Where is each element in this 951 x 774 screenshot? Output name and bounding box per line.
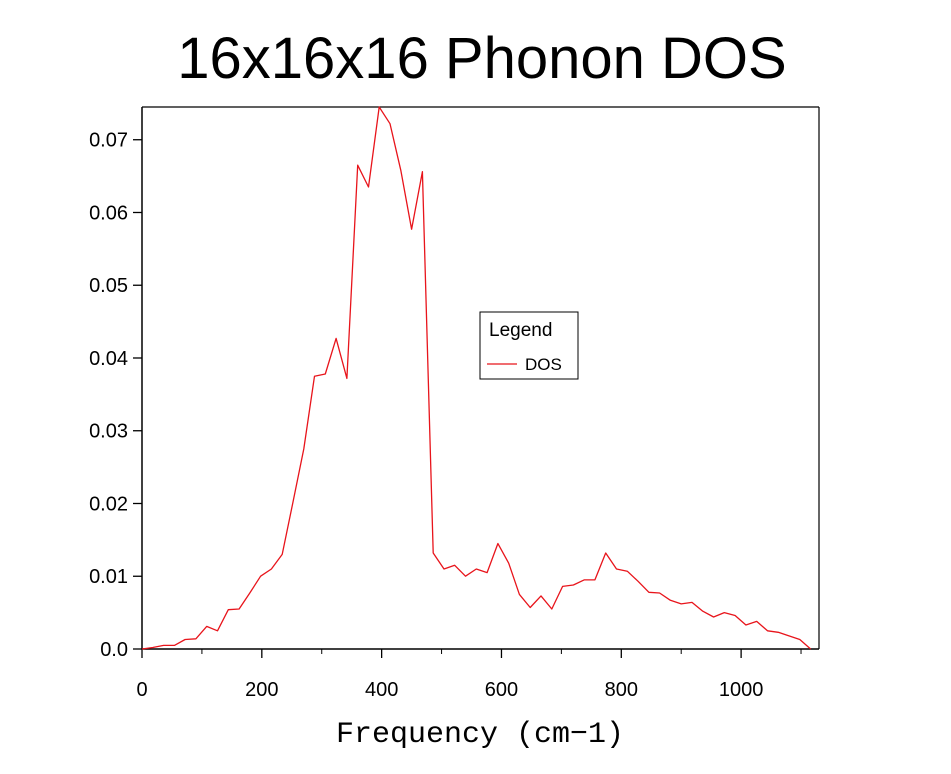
y-axis-ticks: 0.0 0.01 0.02 0.03 0.04 0.05 0.06 0.07 bbox=[89, 130, 142, 661]
y-tick-label: 0.02 bbox=[89, 493, 128, 515]
series-line-dos bbox=[141, 106, 812, 650]
legend: Legend DOS bbox=[479, 311, 579, 380]
y-tick-label: 0.05 bbox=[89, 275, 128, 297]
x-tick-label: 200 bbox=[245, 679, 278, 701]
y-tick-label: 0.01 bbox=[89, 566, 128, 588]
legend-label-dos: DOS bbox=[525, 355, 562, 374]
plot-frame bbox=[141, 106, 820, 650]
x-axis-label: Frequency (cm−1) bbox=[336, 718, 624, 752]
y-tick-label: 0.06 bbox=[89, 202, 128, 224]
x-tick-label: 0 bbox=[136, 679, 147, 701]
x-tick-label: 1000 bbox=[719, 679, 764, 701]
y-tick-label: 0.07 bbox=[89, 130, 128, 152]
x-tick-label: 400 bbox=[365, 679, 398, 701]
chart-title: 16x16x16 Phonon DOS bbox=[177, 26, 786, 91]
legend-box bbox=[479, 311, 579, 380]
x-tick-label: 800 bbox=[605, 679, 638, 701]
legend-title: Legend bbox=[489, 320, 552, 341]
y-tick-label: 0.03 bbox=[89, 421, 128, 443]
y-tick-label: 0.0 bbox=[100, 639, 128, 661]
x-tick-label: 600 bbox=[485, 679, 518, 701]
series-layer bbox=[141, 106, 812, 650]
y-tick-label: 0.04 bbox=[89, 348, 128, 370]
x-axis-ticks: 0 200 400 600 800 1000 bbox=[136, 649, 802, 701]
